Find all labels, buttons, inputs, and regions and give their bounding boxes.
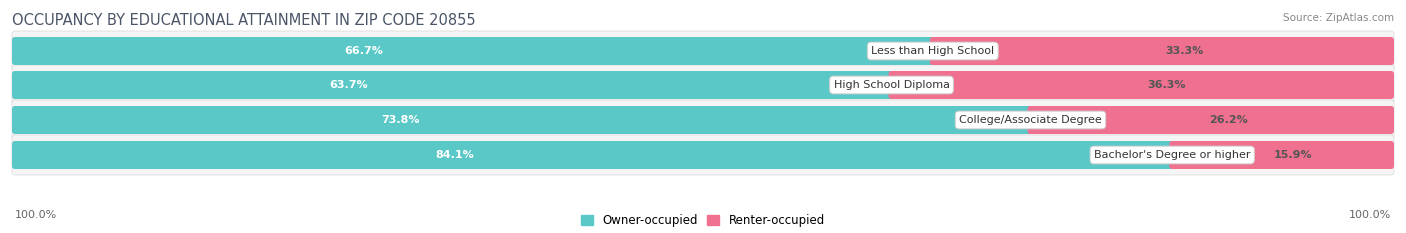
FancyBboxPatch shape xyxy=(13,65,1393,105)
Text: 33.3%: 33.3% xyxy=(1166,46,1204,56)
Text: 100.0%: 100.0% xyxy=(15,210,58,220)
FancyBboxPatch shape xyxy=(13,37,1393,65)
FancyBboxPatch shape xyxy=(13,71,1393,99)
Text: 84.1%: 84.1% xyxy=(436,150,474,160)
FancyBboxPatch shape xyxy=(13,141,1393,169)
FancyBboxPatch shape xyxy=(929,37,1393,65)
Text: Bachelor's Degree or higher: Bachelor's Degree or higher xyxy=(1094,150,1250,160)
FancyBboxPatch shape xyxy=(1028,106,1393,134)
FancyBboxPatch shape xyxy=(13,71,894,99)
Text: 63.7%: 63.7% xyxy=(329,80,367,90)
Text: OCCUPANCY BY EDUCATIONAL ATTAINMENT IN ZIP CODE 20855: OCCUPANCY BY EDUCATIONAL ATTAINMENT IN Z… xyxy=(13,13,475,28)
FancyBboxPatch shape xyxy=(13,141,1175,169)
FancyBboxPatch shape xyxy=(1170,141,1393,169)
Text: 26.2%: 26.2% xyxy=(1209,115,1249,125)
FancyBboxPatch shape xyxy=(13,106,1033,134)
Legend: Owner-occupied, Renter-occupied: Owner-occupied, Renter-occupied xyxy=(581,214,825,227)
FancyBboxPatch shape xyxy=(13,37,936,65)
Text: 15.9%: 15.9% xyxy=(1274,150,1312,160)
Text: High School Diploma: High School Diploma xyxy=(834,80,949,90)
Text: 73.8%: 73.8% xyxy=(381,115,420,125)
Text: 36.3%: 36.3% xyxy=(1147,80,1185,90)
FancyBboxPatch shape xyxy=(13,106,1393,134)
FancyBboxPatch shape xyxy=(889,71,1393,99)
FancyBboxPatch shape xyxy=(13,100,1393,140)
Text: Source: ZipAtlas.com: Source: ZipAtlas.com xyxy=(1282,13,1393,23)
Text: Less than High School: Less than High School xyxy=(872,46,994,56)
FancyBboxPatch shape xyxy=(13,135,1393,175)
Text: College/Associate Degree: College/Associate Degree xyxy=(959,115,1102,125)
Text: 66.7%: 66.7% xyxy=(344,46,384,56)
FancyBboxPatch shape xyxy=(13,31,1393,71)
Text: 100.0%: 100.0% xyxy=(1348,210,1391,220)
